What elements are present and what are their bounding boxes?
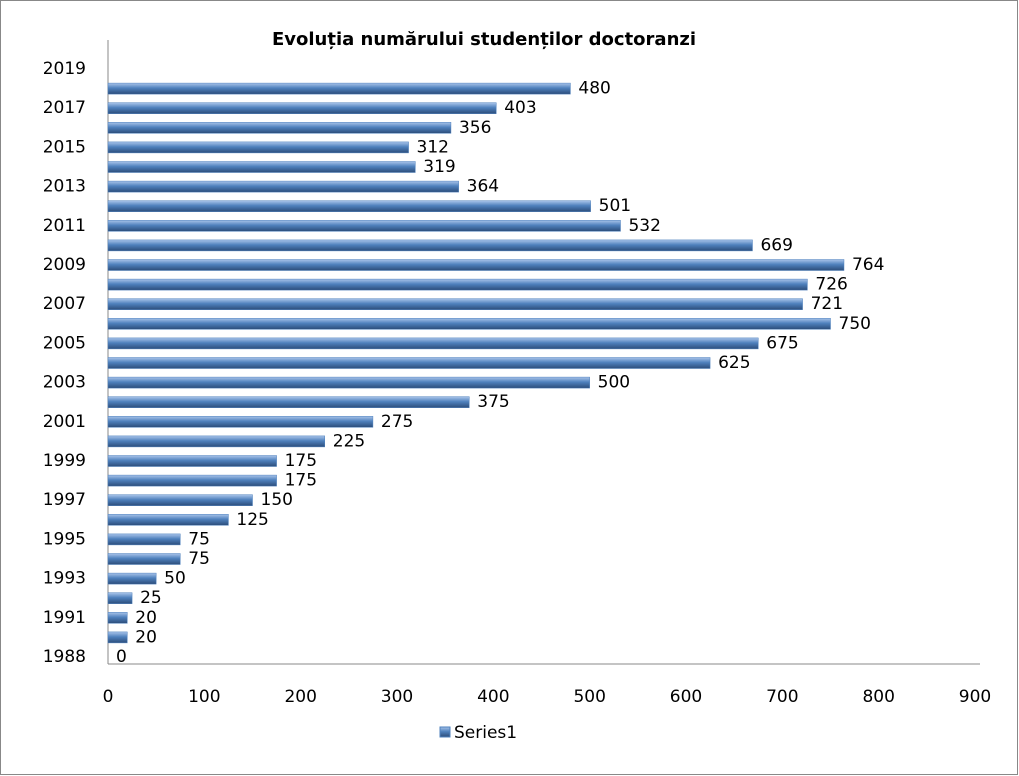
data-label: 25 bbox=[140, 588, 162, 608]
bar bbox=[107, 200, 591, 212]
data-label: 500 bbox=[598, 373, 630, 393]
data-label: 625 bbox=[718, 353, 750, 373]
bar bbox=[107, 474, 277, 487]
data-label: 356 bbox=[459, 118, 491, 138]
data-label: 726 bbox=[815, 275, 847, 295]
data-label: 175 bbox=[285, 451, 317, 471]
data-label: 480 bbox=[578, 79, 610, 99]
x-tick-label: 100 bbox=[188, 687, 220, 707]
data-label: 0 bbox=[116, 647, 127, 667]
data-label: 20 bbox=[135, 627, 157, 647]
y-tick-label: 2007 bbox=[43, 294, 86, 314]
x-tick-label: 300 bbox=[381, 687, 413, 707]
y-tick-label: 2015 bbox=[43, 137, 86, 157]
legend-label: Series1 bbox=[454, 723, 517, 743]
y-tick-label: 2009 bbox=[43, 255, 86, 275]
data-label: 150 bbox=[261, 490, 293, 510]
bar bbox=[107, 455, 277, 467]
data-label: 532 bbox=[628, 216, 660, 236]
data-label: 75 bbox=[188, 529, 210, 549]
data-label: 675 bbox=[766, 333, 798, 353]
data-label: 750 bbox=[839, 314, 871, 334]
data-label: 319 bbox=[423, 157, 455, 177]
data-label: 375 bbox=[477, 392, 509, 412]
bar bbox=[107, 592, 133, 604]
data-label: 125 bbox=[236, 510, 268, 530]
x-tick-label: 800 bbox=[862, 687, 894, 707]
bar bbox=[107, 161, 416, 173]
bar bbox=[107, 278, 808, 291]
y-tick-label: 2019 bbox=[43, 59, 86, 79]
data-label: 364 bbox=[467, 177, 499, 197]
y-tick-label: 2005 bbox=[43, 333, 86, 353]
bar bbox=[107, 396, 470, 408]
y-tick-label: 2013 bbox=[43, 177, 86, 197]
bar bbox=[107, 416, 374, 428]
bar bbox=[107, 631, 128, 644]
x-tick-label: 700 bbox=[766, 687, 798, 707]
bar bbox=[107, 141, 409, 154]
data-label: 275 bbox=[381, 412, 413, 432]
data-label: 721 bbox=[811, 294, 843, 314]
data-label: 764 bbox=[852, 255, 884, 275]
bar bbox=[107, 612, 128, 624]
x-tick-label: 500 bbox=[573, 687, 605, 707]
data-label: 501 bbox=[599, 196, 631, 216]
data-label: 312 bbox=[417, 137, 449, 157]
data-label: 20 bbox=[135, 608, 157, 628]
bar bbox=[107, 357, 711, 369]
y-tick-label: 2017 bbox=[43, 98, 86, 118]
bar bbox=[107, 376, 590, 389]
bar bbox=[107, 514, 229, 526]
bar bbox=[107, 298, 803, 310]
data-label: 403 bbox=[504, 98, 536, 118]
data-label: 669 bbox=[760, 235, 792, 255]
y-tick-label: 1997 bbox=[43, 490, 86, 510]
bar bbox=[107, 572, 157, 585]
data-label: 175 bbox=[285, 471, 317, 491]
bar bbox=[107, 435, 325, 448]
data-label: 225 bbox=[333, 431, 365, 451]
x-tick-label: 400 bbox=[477, 687, 509, 707]
y-tick-label: 2011 bbox=[43, 216, 86, 236]
bar bbox=[107, 82, 571, 95]
y-tick-label: 1988 bbox=[43, 647, 86, 667]
x-tick-label: 0 bbox=[103, 687, 114, 707]
bar bbox=[107, 239, 753, 252]
bar bbox=[107, 318, 831, 330]
data-label: 50 bbox=[164, 569, 186, 589]
y-tick-label: 1995 bbox=[43, 529, 86, 549]
x-tick-label: 600 bbox=[670, 687, 702, 707]
bar bbox=[107, 180, 459, 193]
bar bbox=[107, 337, 759, 350]
x-tick-label: 200 bbox=[284, 687, 316, 707]
y-tick-label: 1993 bbox=[43, 569, 86, 589]
y-tick-label: 2001 bbox=[43, 412, 86, 432]
y-tick-label: 1991 bbox=[43, 608, 86, 628]
bar bbox=[107, 220, 621, 232]
bar bbox=[107, 122, 452, 134]
y-tick-label: 1999 bbox=[43, 451, 86, 471]
x-tick-label: 900 bbox=[959, 687, 991, 707]
bar bbox=[107, 553, 181, 565]
bar bbox=[107, 533, 181, 546]
legend-swatch bbox=[439, 726, 451, 738]
chart-title: Evoluția numărului studenților doctoranz… bbox=[272, 29, 696, 50]
bar bbox=[107, 259, 845, 271]
bar bbox=[107, 494, 253, 506]
data-label: 75 bbox=[188, 549, 210, 569]
bar bbox=[107, 102, 497, 114]
y-tick-label: 2003 bbox=[43, 373, 86, 393]
